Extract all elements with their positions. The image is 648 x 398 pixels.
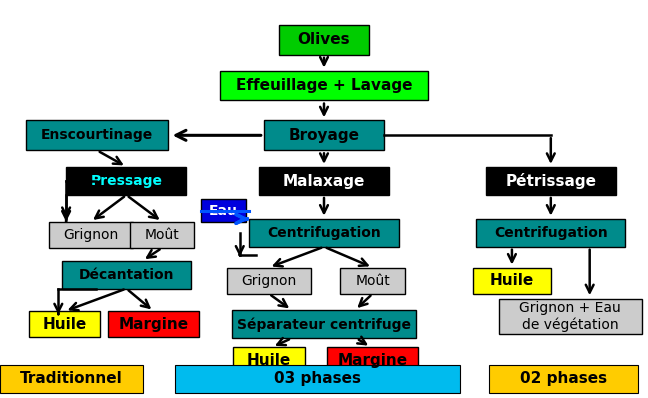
Text: Enscourtinage: Enscourtinage [41,128,154,142]
FancyBboxPatch shape [473,268,551,294]
FancyBboxPatch shape [232,310,416,338]
Text: Décantation: Décantation [78,267,174,282]
FancyBboxPatch shape [62,261,191,289]
FancyBboxPatch shape [26,120,168,150]
Text: Margine: Margine [338,353,408,368]
FancyBboxPatch shape [233,347,305,373]
Text: Centrifugation: Centrifugation [267,226,381,240]
FancyBboxPatch shape [201,199,246,222]
Text: Grignon: Grignon [63,228,119,242]
Text: Margine: Margine [119,317,189,332]
Text: Huile: Huile [490,273,534,288]
FancyBboxPatch shape [499,298,642,334]
Text: Traditionnel: Traditionnel [20,371,122,386]
Text: 03 phases: 03 phases [274,371,361,386]
Text: Pétrissage: Pétrissage [505,173,596,189]
FancyBboxPatch shape [489,365,638,393]
FancyBboxPatch shape [108,311,199,338]
Text: 02 phases: 02 phases [520,371,607,386]
Text: Pressage: Pressage [90,174,163,188]
Text: Centrifugation: Centrifugation [494,226,608,240]
Text: Grignon + Eau
de végétation: Grignon + Eau de végétation [519,301,621,332]
Text: Huile: Huile [43,317,87,332]
Text: Moût: Moût [145,228,179,242]
FancyBboxPatch shape [130,222,194,248]
FancyBboxPatch shape [476,219,625,247]
FancyBboxPatch shape [29,311,100,338]
Text: Huile: Huile [247,353,291,368]
FancyBboxPatch shape [0,365,143,393]
FancyBboxPatch shape [220,71,428,100]
Text: Effeuillage + Lavage: Effeuillage + Lavage [236,78,412,93]
FancyBboxPatch shape [249,219,399,247]
FancyBboxPatch shape [486,167,616,195]
FancyBboxPatch shape [340,268,405,294]
FancyBboxPatch shape [49,222,133,248]
Text: Séparateur centrifuge: Séparateur centrifuge [237,317,411,332]
Text: Olives: Olives [297,32,351,47]
FancyBboxPatch shape [259,167,389,195]
FancyBboxPatch shape [227,268,311,294]
FancyBboxPatch shape [264,120,384,150]
Text: Broyage: Broyage [288,128,360,143]
FancyBboxPatch shape [327,347,418,373]
FancyBboxPatch shape [279,25,369,55]
Text: Malaxage: Malaxage [283,174,365,189]
FancyBboxPatch shape [66,167,187,195]
FancyBboxPatch shape [175,365,460,393]
Text: Eau: Eau [209,204,238,218]
Text: Moût: Moût [355,273,390,288]
Text: Grignon: Grignon [241,273,297,288]
